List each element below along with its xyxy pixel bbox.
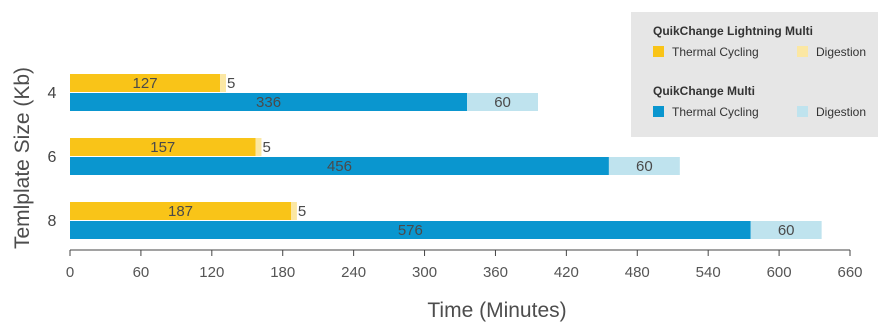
legend: QuikChange Lightning Multi Thermal Cyclin…: [631, 12, 878, 137]
legend-swatch: [653, 46, 664, 57]
bar-value-label: 60: [778, 222, 795, 239]
x-tick-label: 60: [133, 264, 150, 281]
legend-swatch: [653, 106, 664, 117]
legend-entry: Digestion: [816, 105, 866, 119]
legend-group-title: QuikChange Lightning Multi: [653, 24, 813, 38]
bar-lightning-thermal: [70, 202, 291, 220]
legend-entry: Thermal Cycling: [672, 105, 759, 119]
x-tick-label: 120: [199, 264, 224, 281]
legend-swatch: [797, 106, 808, 117]
legend-swatch: [797, 46, 808, 57]
bar-value-label: 187: [168, 203, 193, 220]
bar-multi-digestion: [608, 157, 680, 175]
category-label: 4: [48, 85, 57, 102]
bar-multi-digestion: [750, 221, 822, 239]
bar-value-label: 576: [398, 222, 423, 239]
bar-multi-digestion: [467, 93, 538, 111]
legend-box: [631, 12, 878, 137]
bar-value-label: 336: [256, 94, 281, 111]
bar-value-label: 5: [262, 139, 270, 156]
x-tick-label: 660: [837, 264, 862, 281]
bar-multi-thermal: [70, 221, 751, 239]
bar-multi-thermal: [70, 157, 609, 175]
legend-entry: Thermal Cycling: [672, 45, 759, 59]
bar-value-label: 127: [133, 75, 158, 92]
x-tick-label: 540: [696, 264, 721, 281]
bar-lightning-thermal: [70, 74, 221, 92]
bar-lightning-digestion: [220, 74, 226, 92]
bar-lightning-thermal: [70, 138, 256, 156]
bar-lightning-digestion: [255, 138, 262, 156]
bar-value-label: 5: [227, 75, 235, 92]
category-label: 6: [48, 149, 57, 166]
x-tick-label: 180: [270, 264, 295, 281]
x-tick-label: 480: [625, 264, 650, 281]
x-tick-label: 420: [554, 264, 579, 281]
y-axis-title: Temlplate Size (Kb): [11, 67, 34, 249]
x-tick-label: 0: [66, 264, 74, 281]
x-tick-label: 600: [767, 264, 792, 281]
bar-value-label: 157: [150, 139, 175, 156]
x-axis: 0 60 120 180 240 300 360 420 480 540 600 660: [66, 249, 863, 281]
bar-value-label: 60: [636, 158, 653, 175]
x-tick-label: 240: [341, 264, 366, 281]
bars-layer: 4 127 5 336 60 6 157 5 456 60 8 187 5 576 60: [48, 74, 822, 239]
bar-value-label: 5: [298, 203, 306, 220]
bar-value-label: 60: [494, 94, 511, 111]
x-tick-label: 360: [483, 264, 508, 281]
legend-group-title: QuikChange Multi: [653, 84, 755, 98]
x-tick-label: 300: [412, 264, 437, 281]
category-label: 8: [48, 213, 57, 230]
bar-multi-thermal: [70, 93, 468, 111]
bar-value-label: 456: [327, 158, 352, 175]
bar-lightning-digestion: [291, 202, 297, 220]
x-axis-title: Time (Minutes): [427, 299, 566, 322]
legend-entry: Digestion: [816, 45, 866, 59]
